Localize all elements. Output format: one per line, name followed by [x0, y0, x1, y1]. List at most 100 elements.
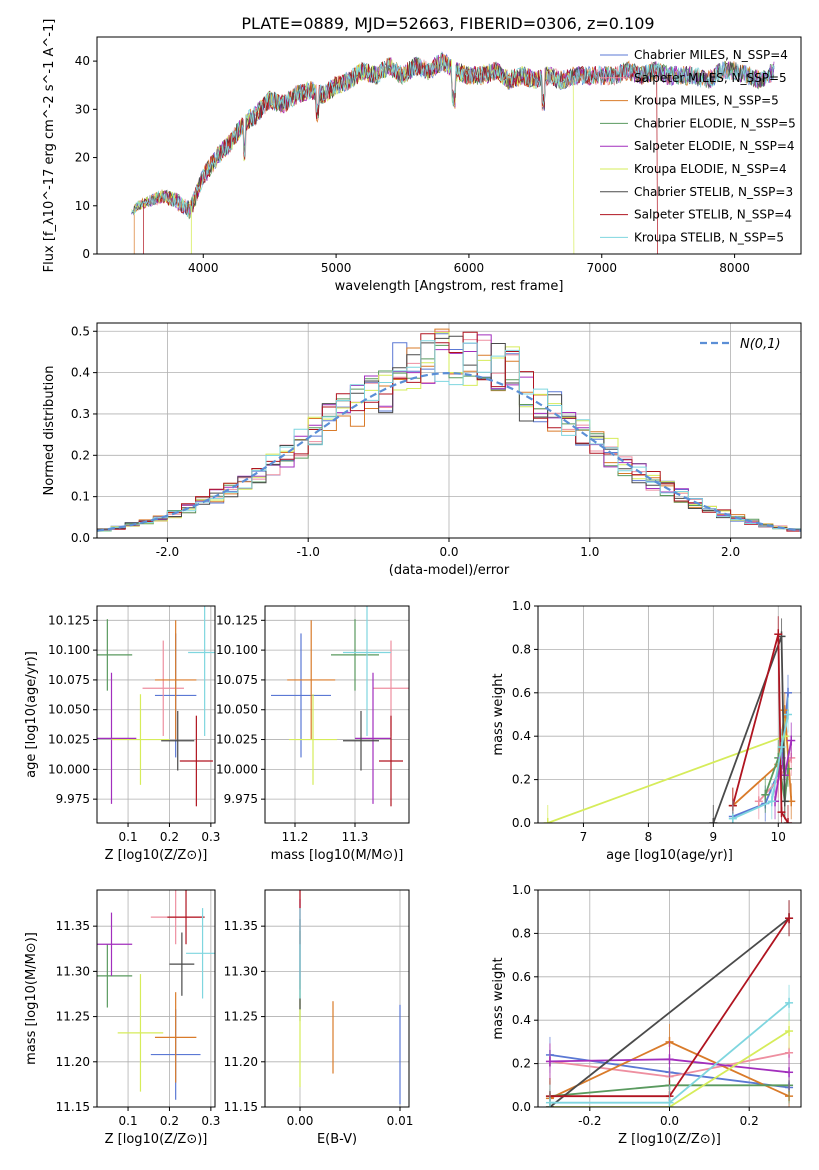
tick-label-y: 11.25 [56, 1010, 90, 1024]
tick-label-y: 40 [75, 54, 90, 68]
tick-label-y: 9.975 [56, 792, 90, 806]
tick-label-y: 0.0 [512, 816, 531, 830]
axes-frame [264, 605, 410, 824]
tick-label-y: 0.3 [71, 407, 90, 421]
x-axis-label: E(B-V) [317, 1132, 357, 1147]
legend: Chabrier MILES, N_SSP=4 Salpeter MILES, N… [600, 48, 796, 244]
legend-label: Kroupa MILES, N_SSP=5 [634, 94, 779, 108]
tick-label-y: 0.8 [512, 926, 531, 940]
tick-label-x: 0.0 [439, 545, 458, 559]
tick-label-x: 6000 [454, 261, 485, 275]
tick-label-x: -0.2 [578, 1114, 601, 1128]
tick-label-x: 1.0 [580, 545, 599, 559]
tick-label-y: 0.0 [512, 1100, 531, 1114]
tick-label-x: 0.2 [740, 1114, 759, 1128]
legend: N(0,1) [700, 337, 781, 352]
tick-label-y: 10.125 [48, 613, 90, 627]
tick-label-y: 11.35 [224, 919, 258, 933]
mass-weight-line [549, 917, 790, 1107]
tick-label-x: 0.1 [119, 830, 138, 844]
x-axis-label: Z [log10(Z/Z⊙)] [105, 848, 208, 863]
legend-label: Chabrier MILES, N_SSP=4 [634, 48, 788, 62]
tick-label-y: 10.075 [216, 673, 258, 687]
y-axis-label: Normed distribution [42, 366, 57, 496]
tick-label-x: -2.0 [156, 545, 179, 559]
tick-label-y: 10.000 [48, 762, 90, 776]
tick-label-y: 11.20 [224, 1055, 258, 1069]
y-axis-label: Flux [f_λ10^-17 erg cm^-2 s^-1 A^-1] [42, 19, 57, 273]
legend-label: Chabrier STELIB, N_SSP=3 [634, 185, 793, 199]
tick-label-y: 10.000 [216, 762, 258, 776]
tick-label-y: 10.100 [48, 643, 90, 657]
tick-label-x: 2.0 [721, 545, 740, 559]
tick-label-y: 10.050 [48, 703, 90, 717]
tick-label-y: 0.5 [71, 324, 90, 338]
tick-label-y: 11.25 [224, 1010, 258, 1024]
tick-label-y: 10.025 [48, 733, 90, 747]
axes-frame [96, 889, 216, 1108]
tick-label-y: 10.025 [216, 733, 258, 747]
tick-label-x: 7 [580, 830, 588, 844]
tick-label-y: 0.2 [512, 1057, 531, 1071]
tick-label-x: 0.01 [387, 1114, 414, 1128]
tick-label-x: 7000 [586, 261, 617, 275]
tick-label-x: 4000 [188, 261, 219, 275]
tick-label-y: 0.1 [71, 490, 90, 504]
tick-label-x: 0.0 [660, 1114, 679, 1128]
axes-frame [96, 322, 802, 539]
mass-weight-line [550, 1030, 790, 1107]
histogram-step [97, 340, 801, 538]
tick-label-y: 11.35 [56, 919, 90, 933]
mass-weight-line [732, 714, 789, 820]
panel-residuals [93, 323, 801, 542]
x-axis-label: (data-model)/error [389, 563, 510, 578]
tick-label-y: 1.0 [512, 883, 531, 897]
tick-label-y: 0.8 [512, 642, 531, 656]
axes-frame [96, 36, 802, 255]
plot-area-massweight_vs_Z [545, 900, 794, 1107]
tick-label-x: 0.3 [201, 830, 220, 844]
tick-label-x: 11.2 [282, 830, 309, 844]
tick-label-y: 10.100 [216, 643, 258, 657]
y-axis-label: mass weight [491, 957, 506, 1039]
tick-label-y: 11.15 [56, 1100, 90, 1114]
plot-area-residuals [97, 328, 801, 538]
tick-label-y: 0.6 [512, 970, 531, 984]
tick-label-y: 10.125 [216, 613, 258, 627]
tick-label-y: 0.6 [512, 686, 531, 700]
spectrum-line [131, 55, 775, 218]
legend-label: Chabrier ELODIE, N_SSP=5 [634, 116, 796, 130]
tick-label-x: 0.00 [287, 1114, 314, 1128]
figure-title: PLATE=0889, MJD=52663, FIBERID=0306, z=0… [241, 14, 654, 33]
tick-label-y: 0 [82, 247, 90, 261]
x-axis-label: wavelength [Angstrom, rest frame] [335, 279, 564, 294]
tick-label-x: 5000 [321, 261, 352, 275]
tick-label-y: 11.15 [224, 1100, 258, 1114]
tick-label-x: 10 [771, 830, 786, 844]
tick-label-y: 0.2 [512, 773, 531, 787]
axes-frame [537, 605, 802, 824]
mass-weight-line [712, 636, 786, 823]
tick-label-x: -1.0 [296, 545, 319, 559]
mass-weight-line [774, 740, 793, 802]
tick-label-y: 11.30 [224, 964, 258, 978]
axes-frame [537, 889, 802, 1108]
plot-area-age_vs_Z [97, 606, 215, 807]
tick-label-y: 9.975 [224, 792, 258, 806]
tick-label-y: 11.30 [56, 964, 90, 978]
y-axis-label: mass [log10(M/M⊙)] [24, 932, 39, 1065]
tick-label-y: 20 [75, 151, 90, 165]
y-axis-label: age [log10(age/yr)] [24, 651, 39, 778]
histogram-step [97, 331, 801, 538]
x-axis-label: mass [log10(M/M⊙)] [271, 848, 404, 863]
x-axis-label: Z [log10(Z/Z⊙)] [105, 1132, 208, 1147]
plot-area-spectrum [131, 51, 775, 254]
tick-label-y: 0.0 [71, 531, 90, 545]
legend-label: N(0,1) [740, 337, 781, 352]
tick-label-x: 11.3 [342, 830, 369, 844]
x-axis-label: age [log10(age/yr)] [606, 848, 733, 863]
y-axis-label: mass weight [491, 673, 506, 755]
tick-label-x: 0.2 [160, 1114, 179, 1128]
tick-label-y: 10.050 [216, 703, 258, 717]
legend-label: Kroupa ELODIE, N_SSP=4 [634, 162, 787, 176]
